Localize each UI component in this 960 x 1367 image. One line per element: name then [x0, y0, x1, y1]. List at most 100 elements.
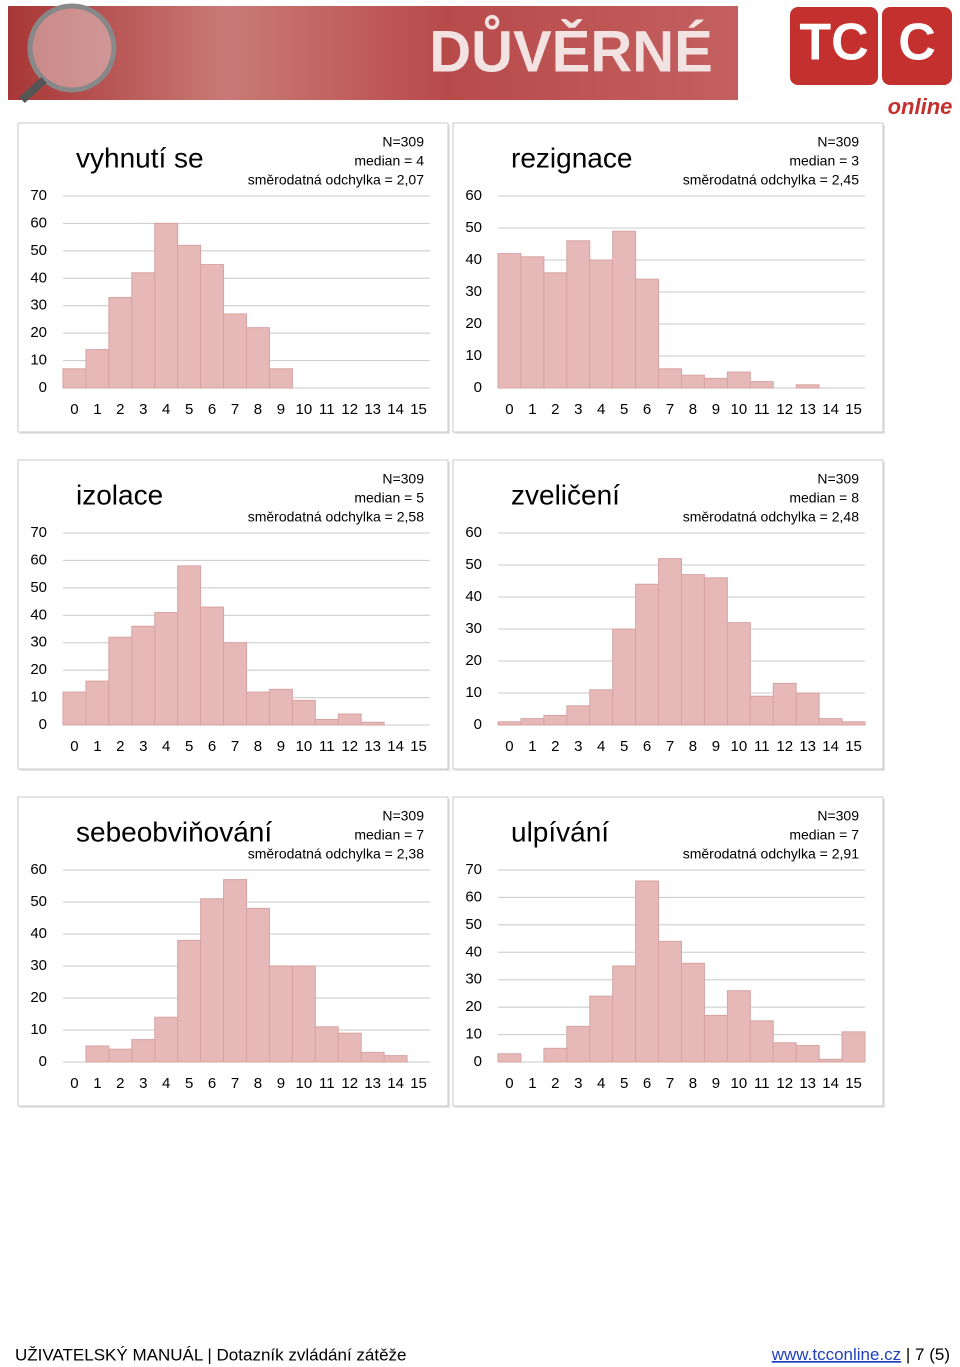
x-tick-label: 3 — [574, 401, 582, 418]
x-tick-label: 14 — [822, 401, 839, 418]
annotation: N=309 — [817, 808, 859, 824]
x-tick-label: 6 — [208, 738, 216, 755]
y-tick-label: 60 — [30, 861, 47, 878]
x-tick-label: 3 — [574, 738, 582, 755]
bar — [589, 995, 614, 1063]
x-tick-label: 9 — [712, 401, 720, 418]
bar — [658, 558, 682, 726]
bar — [795, 692, 820, 726]
banner — [8, 6, 738, 100]
banner-title: DŮVĚRNÉ — [429, 15, 713, 84]
x-tick-label: 9 — [712, 738, 720, 755]
y-tick-label: 0 — [474, 1053, 482, 1070]
x-tick-label: 3 — [139, 401, 147, 418]
y-tick-label: 10 — [30, 689, 47, 706]
x-tick-label: 8 — [254, 1075, 262, 1092]
x-tick-label: 12 — [776, 401, 793, 418]
bar — [566, 705, 591, 726]
x-tick-label: 0 — [505, 401, 513, 418]
x-tick-label: 15 — [410, 738, 427, 755]
x-tick-label: 11 — [754, 1075, 770, 1092]
bar — [200, 898, 225, 1063]
x-tick-label: 9 — [277, 738, 285, 755]
x-tick-label: 10 — [731, 401, 748, 418]
y-tick-label: 20 — [30, 661, 47, 678]
y-tick-label: 70 — [30, 524, 47, 541]
footer-left: UŽIVATELSKÝ MANUÁL | Dotazník zvládání z… — [15, 1345, 406, 1364]
x-tick-label: 13 — [364, 738, 381, 755]
annotation: median = 5 — [354, 490, 424, 506]
x-tick-label: 15 — [845, 1075, 862, 1092]
bar — [772, 682, 797, 726]
y-tick-label: 60 — [465, 888, 482, 905]
y-tick-label: 0 — [474, 716, 482, 733]
bar — [681, 374, 705, 389]
bar — [497, 253, 522, 389]
x-tick-label: 5 — [185, 1075, 193, 1092]
x-tick-label: 8 — [254, 738, 262, 755]
x-tick-label: 11 — [319, 401, 335, 418]
bar — [520, 718, 545, 726]
y-tick-label: 0 — [39, 716, 47, 733]
bar — [177, 565, 202, 726]
x-tick-label: 4 — [597, 1075, 605, 1092]
chart-title: rezignace — [511, 142, 632, 173]
bar — [795, 1045, 820, 1063]
magnifier — [27, 3, 117, 93]
bar — [497, 721, 522, 726]
x-tick-label: 12 — [341, 1075, 358, 1092]
y-tick-label: 60 — [30, 551, 47, 568]
x-tick-label: 6 — [643, 1075, 651, 1092]
bar — [62, 368, 87, 389]
x-tick-label: 7 — [231, 401, 239, 418]
x-tick-label: 4 — [597, 401, 605, 418]
x-tick-label: 13 — [799, 401, 816, 418]
annotation: směrodatná odchylka = 2,07 — [248, 172, 424, 188]
bar — [726, 371, 751, 389]
y-tick-label: 20 — [30, 989, 47, 1006]
x-tick-label: 14 — [387, 1075, 404, 1092]
y-tick-label: 30 — [465, 620, 482, 637]
y-tick-label: 50 — [465, 556, 482, 573]
x-tick-label: 2 — [551, 738, 559, 755]
x-tick-label: 7 — [231, 738, 239, 755]
bar — [200, 606, 225, 726]
x-tick-label: 15 — [410, 401, 427, 418]
annotation: směrodatná odchylka = 2,38 — [248, 846, 424, 862]
x-tick-label: 9 — [277, 1075, 285, 1092]
x-tick-label: 2 — [551, 401, 559, 418]
x-tick-label: 6 — [208, 401, 216, 418]
bar — [314, 1026, 339, 1063]
bar — [749, 695, 774, 726]
x-tick-label: 14 — [387, 401, 404, 418]
x-tick-label: 7 — [666, 738, 674, 755]
x-tick-label: 10 — [296, 1075, 313, 1092]
bar — [131, 1039, 156, 1063]
x-tick-label: 7 — [666, 1075, 674, 1092]
y-tick-label: 60 — [465, 187, 482, 204]
x-tick-label: 10 — [731, 738, 748, 755]
y-tick-label: 30 — [465, 283, 482, 300]
x-tick-label: 15 — [845, 401, 862, 418]
bar — [635, 278, 660, 389]
y-tick-label: 20 — [30, 324, 47, 341]
bar — [131, 625, 156, 726]
bar — [543, 1047, 568, 1063]
bar — [108, 636, 133, 726]
bar — [108, 1048, 133, 1063]
annotation: směrodatná odchylka = 2,48 — [683, 509, 859, 525]
x-tick-label: 3 — [139, 738, 147, 755]
x-tick-label: 0 — [70, 738, 78, 755]
x-tick-label: 10 — [296, 401, 313, 418]
annotation: směrodatná odchylka = 2,91 — [683, 846, 859, 862]
x-tick-label: 4 — [162, 738, 170, 755]
y-tick-label: 0 — [474, 379, 482, 396]
chart-title: vyhnutí se — [76, 142, 204, 173]
footer-link[interactable]: www.tcconline.cz — [771, 1345, 901, 1364]
x-tick-label: 2 — [116, 1075, 124, 1092]
bar — [726, 622, 751, 726]
annotation: N=309 — [382, 134, 424, 150]
bar — [154, 612, 179, 726]
x-tick-label: 14 — [822, 738, 839, 755]
annotation: N=309 — [382, 808, 424, 824]
